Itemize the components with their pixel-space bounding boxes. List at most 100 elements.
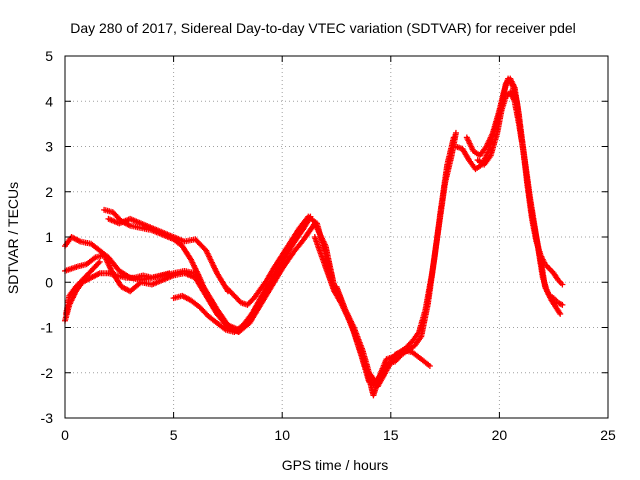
y-tick-label: -2 [41, 365, 54, 381]
x-tick-label: 5 [170, 427, 178, 443]
data-point-trail [291, 226, 306, 246]
data-point-trail [476, 158, 486, 167]
data-point [559, 301, 566, 308]
data-point-trail [431, 208, 444, 261]
data-point-trail [549, 298, 558, 309]
y-tick-label: 5 [45, 48, 53, 64]
data-point-trail [438, 163, 450, 212]
data-point-trail [63, 235, 74, 248]
data-point-trail [89, 241, 102, 253]
data-point-trail [400, 348, 410, 357]
data-point-trail [380, 362, 391, 375]
data-point [559, 281, 566, 288]
data-point-trail [529, 213, 539, 239]
data-point-trail [63, 294, 72, 316]
data-point-trail [264, 267, 276, 282]
data-point-trail [454, 144, 464, 152]
data-point-trail [85, 255, 97, 266]
data-point-trail [258, 278, 269, 291]
data-point-trail [312, 235, 324, 257]
series-arc-3 [62, 270, 173, 324]
data-point-trail [516, 122, 526, 153]
data-point [274, 270, 281, 277]
y-tick-label: -3 [41, 410, 54, 426]
data-point [392, 358, 399, 365]
x-tick-label: 10 [274, 427, 290, 443]
data-point-trail [542, 285, 552, 298]
data-point-trail [288, 226, 302, 244]
data-point-trail [314, 222, 329, 257]
data-point-trail [351, 326, 365, 352]
data-point-trail [226, 287, 237, 298]
data-point-trail [547, 267, 556, 275]
data-point-trail [106, 255, 122, 273]
data-point-trail [215, 312, 230, 330]
data-point-trail [419, 357, 432, 368]
data-point-trail [301, 221, 317, 241]
data-point-trail [280, 251, 296, 271]
data-point-trail [385, 354, 395, 362]
data-points [62, 75, 566, 399]
data-point-trail [547, 293, 556, 301]
x-tick-label: 20 [492, 427, 508, 443]
data-point-trail [63, 266, 73, 274]
data-point-trail [89, 271, 102, 280]
data-point-trail [537, 258, 548, 289]
data-point-trail [506, 77, 515, 88]
data-point [557, 310, 564, 317]
series-arc-9 [311, 129, 459, 399]
data-point-trail [291, 237, 306, 255]
y-tick-label: 3 [45, 139, 53, 155]
data-point [426, 362, 433, 369]
data-point-trail [258, 285, 272, 302]
data-point-trail [150, 225, 165, 235]
data-point-trail [412, 335, 424, 348]
x-tick-labels: 0 5 10 15 20 25 [61, 427, 616, 443]
y-tick-label: 0 [45, 274, 53, 290]
data-point-trail [472, 149, 482, 158]
data-point-trail [70, 234, 82, 244]
data-point-trail [444, 136, 457, 166]
data-point-trail [203, 249, 220, 275]
data-point-trail [245, 296, 256, 307]
data-point-trail [206, 296, 220, 316]
data-point-trail [232, 294, 243, 305]
x-axis-title: GPS time / hours [282, 457, 389, 473]
y-tick-label: 1 [45, 229, 53, 245]
data-point-trail [410, 330, 421, 343]
data-point-trail [391, 350, 401, 359]
data-point-trail [556, 278, 564, 286]
data-point-trail [267, 271, 280, 289]
data-point-trail [477, 145, 489, 157]
data-point [450, 134, 457, 141]
data-point [96, 258, 103, 265]
y-tick-label: 4 [45, 93, 53, 109]
data-point-trail [239, 300, 249, 308]
data-point [452, 129, 459, 136]
y-tick-label: 2 [45, 184, 53, 200]
data-point-trail [280, 239, 293, 257]
data-point-trail [464, 136, 476, 153]
data-point-trail [360, 348, 372, 375]
data-point-trail [101, 253, 116, 275]
data-point-trail [180, 244, 194, 262]
data-point-trail [543, 262, 551, 271]
data-point-trail [334, 285, 348, 311]
series-arc-7 [170, 270, 281, 336]
data-point-trail [306, 214, 319, 226]
data-point-trail [111, 210, 124, 223]
data-point-trail [241, 312, 254, 327]
data-point-trail [474, 162, 484, 171]
y-tick-label: -1 [41, 320, 54, 336]
data-point-trail [411, 350, 423, 361]
data-point-trail [520, 149, 531, 184]
data-point-trail [508, 90, 517, 103]
plot-frame [64, 55, 609, 419]
data-point-trail [484, 131, 496, 148]
data-point-trail [70, 264, 80, 272]
data-point-trail [215, 321, 228, 332]
data-point-trail [556, 300, 564, 308]
data-point-trail [197, 276, 211, 300]
x-tick-label: 0 [61, 427, 69, 443]
